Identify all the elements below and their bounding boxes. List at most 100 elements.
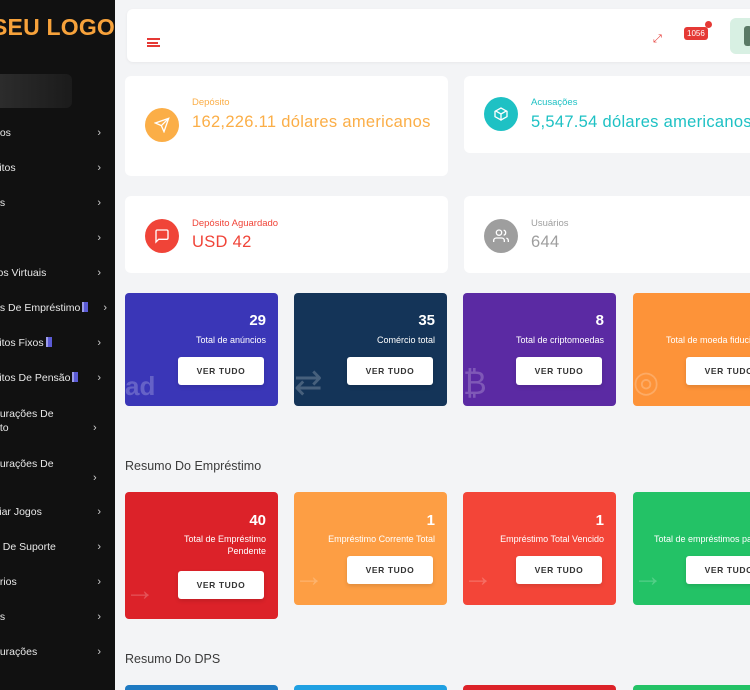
view-all-button[interactable]: VER TUDO — [516, 357, 602, 385]
sidebar-item-label: gurações De — [0, 458, 54, 470]
sidebar-item-saques[interactable]: os › — [0, 196, 115, 210]
stat-value: 162,226.11 dólares americanos — [192, 113, 431, 131]
bitcoin-watermark-icon: ₿ — [463, 365, 487, 401]
card-label: Total de moeda fiduciária — [666, 335, 750, 345]
card-label: Total de criptomoedas — [515, 335, 604, 345]
chevron-right-icon: › — [97, 541, 101, 553]
new-badge-icon — [72, 372, 79, 382]
cube-icon — [484, 97, 518, 131]
stat-card-acusacoes: Acusações 5,547.54 dólares americanos — [464, 76, 750, 153]
chevron-right-icon: › — [97, 337, 101, 349]
stat-value: USD 42 — [192, 233, 252, 251]
sidebar-item-label: ciar Jogos — [0, 506, 42, 518]
card-number: 40 — [249, 512, 266, 529]
sidebar-item-depositos[interactable]: sitos › — [0, 161, 115, 175]
card-dps-2 — [294, 685, 447, 690]
card-label: Empréstimo Total Vencido — [500, 534, 604, 544]
card-label: Comércio total — [376, 335, 435, 345]
view-all-button[interactable]: VER TUDO — [347, 357, 433, 385]
avatar[interactable] — [730, 18, 750, 54]
sidebar-item-configuracoes-gerais[interactable]: gurações › — [0, 645, 115, 659]
sidebar-item-dashboard[interactable]: l — [0, 86, 115, 100]
sidebar-item-label: rios — [0, 127, 11, 139]
sidebar-item-label: as De Empréstimo — [0, 302, 81, 314]
view-all-button[interactable]: VER TUDO — [178, 357, 264, 385]
card-emprestimo-corrente: → 1 Empréstimo Corrente Total VER TUDO — [294, 492, 447, 605]
view-all-button[interactable]: VER TUDO — [516, 556, 602, 584]
arrow-watermark-icon: → — [294, 560, 324, 593]
stat-value: 644 — [531, 233, 560, 251]
stat-label: Depósito — [192, 97, 230, 108]
card-comercio-total: ⇄ 35 Comércio total VER TUDO — [294, 293, 447, 406]
notification-count: 1056 — [684, 27, 708, 40]
fullscreen-icon[interactable]: ⤢ — [653, 33, 662, 45]
coins-watermark-icon: ◎ — [633, 366, 660, 399]
sidebar-item-usuarios[interactable]: rios › — [0, 126, 115, 140]
chevron-right-icon: › — [97, 506, 101, 518]
view-all-button[interactable]: VER TUDO — [686, 357, 750, 385]
arrow-watermark-icon: → — [463, 560, 493, 593]
sidebar-item-label: as — [0, 611, 6, 623]
card-number: 29 — [249, 312, 266, 329]
card-label: Total de Empréstimo Pendente — [183, 534, 266, 556]
ad-watermark-icon: ad — [125, 371, 156, 401]
sidebar-item-cartoes-virtuais[interactable]: ros Virtuais › — [0, 266, 115, 280]
card-label: Total de anúncios — [195, 335, 266, 345]
sidebar-item-label: e De Suporte — [0, 541, 56, 553]
exchange-watermark-icon: ⇄ — [294, 364, 323, 402]
stat-label: Depósito Aguardado — [192, 218, 279, 229]
sidebar-item-relatorios[interactable]: órios › — [0, 575, 115, 589]
sidebar-item-label: sitos Fixos — [0, 337, 44, 349]
sidebar-item-emprestimo[interactable]: as De Empréstimo › — [0, 301, 115, 315]
chevron-right-icon: › — [97, 372, 101, 384]
sidebar-item-paginas[interactable]: as › — [0, 610, 115, 624]
chevron-right-icon: › — [97, 162, 101, 174]
section-title-dps: Resumo Do DPS — [125, 652, 221, 666]
new-badge-icon — [45, 337, 52, 347]
new-badge-icon — [82, 302, 89, 312]
card-total-criptomoedas: ₿ 8 Total de criptomoedas VER TUDO — [463, 293, 616, 406]
view-all-button[interactable]: VER TUDO — [686, 556, 750, 584]
card-emprestimos-pagos: → Total de empréstimos pagos VER TUDO — [633, 492, 750, 605]
card-total-anuncios: ad 29 Total de anúncios VER TUDO — [125, 293, 278, 406]
stat-card-deposito-aguardado: Depósito Aguardado USD 42 — [125, 196, 448, 273]
arrow-watermark-icon: → — [125, 574, 155, 607]
sidebar-item-gerenciar-jogos[interactable]: ciar Jogos › — [0, 505, 115, 519]
stat-card-deposito: Depósito 162,226.11 dólares americanos — [125, 76, 448, 176]
sidebar-item-suporte[interactable]: e De Suporte › — [0, 540, 115, 554]
card-number: 1 — [595, 512, 604, 529]
stat-card-usuarios: Usuários 644 — [464, 196, 750, 273]
chevron-right-icon: › — [103, 302, 107, 314]
send-icon — [145, 108, 179, 142]
sidebar-item-depositos-fixos[interactable]: sitos Fixos › — [0, 336, 115, 350]
card-number: 35 — [418, 312, 435, 329]
notification-dot — [705, 21, 712, 28]
sidebar-item-depositos-pensao[interactable]: sitos De Pensão › — [0, 371, 115, 385]
card-number: 1 — [426, 512, 435, 529]
sidebar-item-logout[interactable]: t — [0, 680, 115, 690]
sidebar-item-configuracoes[interactable]: gurações De › — [0, 457, 97, 484]
stat-label: Usuários — [531, 218, 569, 229]
sidebar-item-configuracoes-pagamento[interactable]: gurações De nto › — [0, 407, 97, 435]
logo: SEU LOGO — [0, 14, 115, 40]
view-all-button[interactable]: VER TUDO — [178, 571, 264, 599]
menu-icon[interactable] — [147, 38, 160, 47]
sidebar-item-label: os — [0, 197, 6, 209]
chevron-right-icon: › — [97, 267, 101, 279]
sidebar-item-label: sitos — [0, 162, 16, 174]
chevron-right-icon: › — [97, 197, 101, 209]
chevron-right-icon: › — [97, 576, 101, 588]
card-emprestimo-pendente: → 40 Total de Empréstimo Pendente VER TU… — [125, 492, 278, 619]
chevron-right-icon: › — [97, 232, 101, 244]
stat-value: 5,547.54 dólares americanos — [531, 113, 750, 131]
card-dps-1 — [125, 685, 278, 690]
notification-bell[interactable]: 1056 — [684, 21, 712, 45]
chevron-right-icon: › — [97, 611, 101, 623]
sidebar-item-unnamed[interactable]: › — [0, 231, 115, 245]
message-icon — [145, 219, 179, 253]
view-all-button[interactable]: VER TUDO — [347, 556, 433, 584]
arrow-watermark-icon: → — [633, 560, 663, 593]
card-number: 8 — [595, 312, 604, 329]
sidebar-item-label: gurações — [0, 646, 38, 658]
users-icon — [484, 219, 518, 253]
